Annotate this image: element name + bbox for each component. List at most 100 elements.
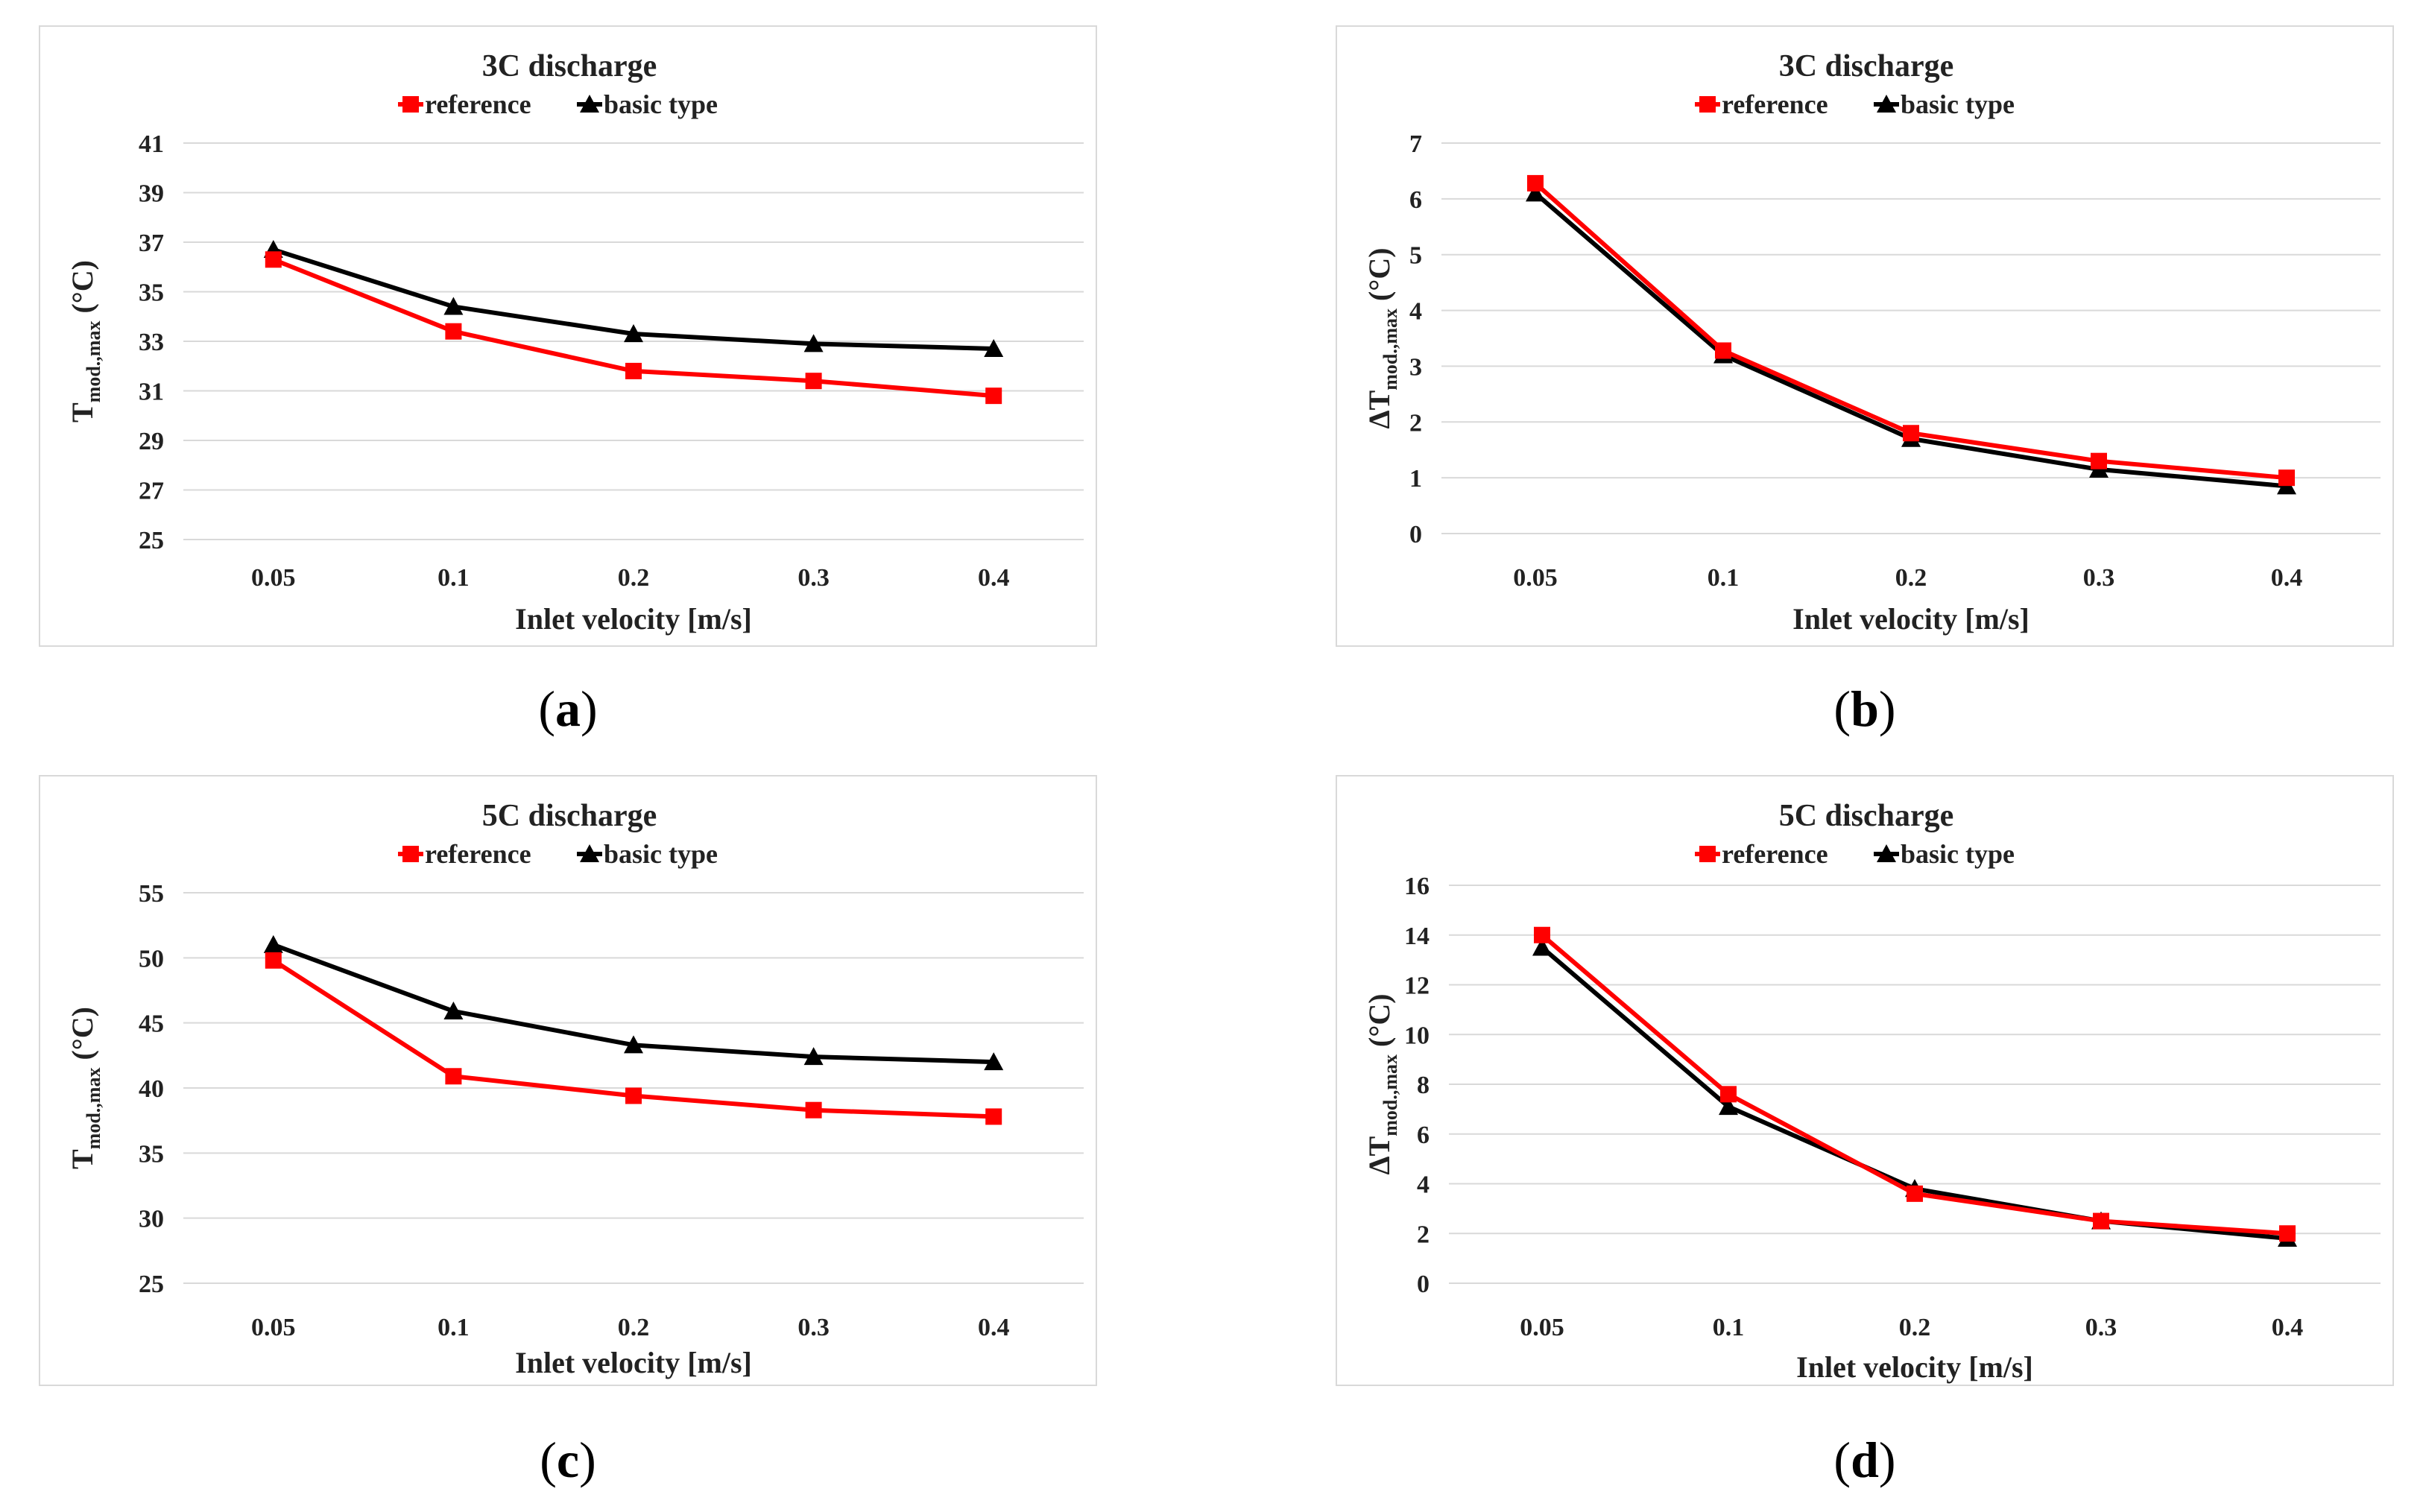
- legend-marker: [1877, 95, 1896, 113]
- data-point: [624, 324, 643, 343]
- legend-marker: [580, 844, 599, 863]
- data-point: [1527, 174, 1544, 192]
- chart-panel-c: 5C discharge reference basic type 25 30 35 40 4…: [39, 775, 1097, 1386]
- legend-label: reference: [1722, 839, 1828, 869]
- y-tick-label: 25: [139, 1271, 164, 1298]
- x-tick-label: 0.4: [2271, 564, 2303, 592]
- legend-marker: [580, 95, 599, 113]
- legend-label: reference: [1722, 89, 1828, 119]
- x-tick-label: 0.05: [1513, 564, 1558, 592]
- data-point: [805, 1101, 822, 1119]
- data-point: [985, 388, 1002, 405]
- chart-svg-a: 3C discharge reference basic type 25 27 29 31 3…: [66, 49, 1084, 636]
- chart-panel-d: 5C discharge reference basic type 0 2 4 6 8 10 12…: [1336, 775, 2394, 1386]
- y-tick-label: 55: [139, 880, 164, 908]
- data-point: [265, 952, 282, 969]
- legend-label: basic type: [1901, 89, 2015, 119]
- data-point: [984, 338, 1004, 358]
- x-axis-label: Inlet velocity [m/s]: [515, 1346, 752, 1379]
- data-point: [1720, 1086, 1737, 1103]
- data-point: [2091, 452, 2107, 469]
- y-tick-label: 8: [1417, 1072, 1430, 1099]
- caption-b: (b): [1833, 680, 1896, 737]
- y-tick-label: 25: [139, 527, 164, 554]
- chart-panel-b: 3C discharge reference basic type 0 1 2 3 4 5 6 7 0…: [1336, 25, 2394, 647]
- legend-item-basic-type: basic type: [577, 839, 718, 869]
- y-tick-label: 29: [139, 428, 164, 455]
- y-tick-label: 4: [1409, 298, 1422, 326]
- legend-label: reference: [425, 839, 531, 869]
- y-tick-label: 35: [139, 1140, 164, 1168]
- data-point: [624, 1035, 643, 1054]
- x-tick-label: 0.3: [2085, 1314, 2117, 1341]
- data-point: [1903, 425, 1919, 442]
- data-point: [1719, 1097, 1738, 1116]
- x-tick-label: 0.3: [797, 564, 830, 592]
- legend-marker: [402, 846, 419, 862]
- series-reference: [1534, 926, 2296, 1242]
- data-point: [263, 934, 283, 953]
- data-point: [2093, 1212, 2109, 1230]
- y-tick-label: 12: [1404, 972, 1430, 1000]
- data-point: [445, 323, 462, 340]
- x-axis-label: Inlet velocity [m/s]: [515, 602, 752, 636]
- legend-label: basic type: [604, 839, 718, 869]
- x-tick-label: 0.2: [1899, 1314, 1931, 1341]
- x-tick-label: 0.1: [437, 1314, 470, 1341]
- series-reference: [1527, 174, 2295, 487]
- x-tick-label: 0.2: [1895, 564, 1927, 592]
- chart-svg-b: 3C discharge reference basic type 0 1 2 3 4 5 6 7 0…: [1362, 49, 2381, 636]
- data-point: [805, 373, 822, 390]
- y-tick-label: 6: [1409, 186, 1422, 214]
- x-tick-label: 0.2: [618, 564, 650, 592]
- y-tick-label: 41: [139, 130, 164, 158]
- x-tick-label: 0.1: [1713, 1314, 1745, 1341]
- chart-svg-c: 5C discharge reference basic type 25 30 35 40 4…: [66, 799, 1084, 1379]
- y-axis-label: Tmod.,max (°C): [66, 1007, 104, 1169]
- data-point: [443, 1001, 464, 1019]
- y-tick-label: 0: [1417, 1271, 1430, 1298]
- x-tick-label: 0.4: [2272, 1314, 2304, 1341]
- data-point: [1532, 937, 1552, 956]
- chart-panel-a: 3C discharge reference basic type 25 27 29 31 3…: [39, 25, 1097, 647]
- y-tick-label: 10: [1404, 1022, 1430, 1049]
- chart-title: 5C discharge: [1779, 799, 1954, 833]
- data-point: [1526, 183, 1545, 202]
- chart-title: 5C discharge: [482, 799, 657, 833]
- y-tick-label: 3: [1409, 353, 1422, 381]
- y-tick-label: 45: [139, 1010, 164, 1038]
- y-tick-label: 7: [1409, 130, 1422, 158]
- y-tick-label: 27: [139, 478, 164, 505]
- data-point: [803, 334, 824, 352]
- data-point: [445, 1068, 462, 1085]
- legend: reference basic type: [398, 839, 718, 869]
- x-tick-label: 0.3: [2083, 564, 2115, 592]
- data-point: [803, 1047, 824, 1066]
- legend: reference basic type: [1695, 89, 2015, 119]
- x-tick-label: 0.05: [251, 564, 296, 592]
- x-tick-label: 0.1: [1708, 564, 1740, 592]
- y-tick-label: 33: [139, 329, 164, 356]
- y-axis-label: Tmod.,max (°C): [66, 260, 104, 423]
- x-tick-label: 0.1: [437, 564, 470, 592]
- legend-marker: [1877, 844, 1896, 863]
- y-tick-label: 14: [1404, 923, 1430, 950]
- x-tick-label: 0.4: [978, 1314, 1010, 1341]
- data-point: [2279, 1225, 2296, 1242]
- data-point: [985, 1108, 1002, 1125]
- y-tick-label: 37: [139, 230, 164, 257]
- legend-marker: [1699, 846, 1716, 862]
- y-tick-label: 39: [139, 180, 164, 208]
- x-tick-label: 0.05: [1520, 1314, 1564, 1341]
- y-tick-label: 35: [139, 279, 164, 307]
- y-tick-label: 30: [139, 1206, 164, 1233]
- caption-a: (a): [538, 680, 598, 737]
- y-tick-label: 40: [139, 1075, 164, 1103]
- data-point: [2278, 469, 2295, 487]
- x-tick-label: 0.05: [251, 1314, 296, 1341]
- y-tick-label: 2: [1417, 1221, 1430, 1248]
- legend-marker: [1699, 96, 1716, 113]
- legend-item-reference: reference: [398, 839, 531, 869]
- data-point: [984, 1052, 1004, 1071]
- legend-item-reference: reference: [1695, 839, 1828, 869]
